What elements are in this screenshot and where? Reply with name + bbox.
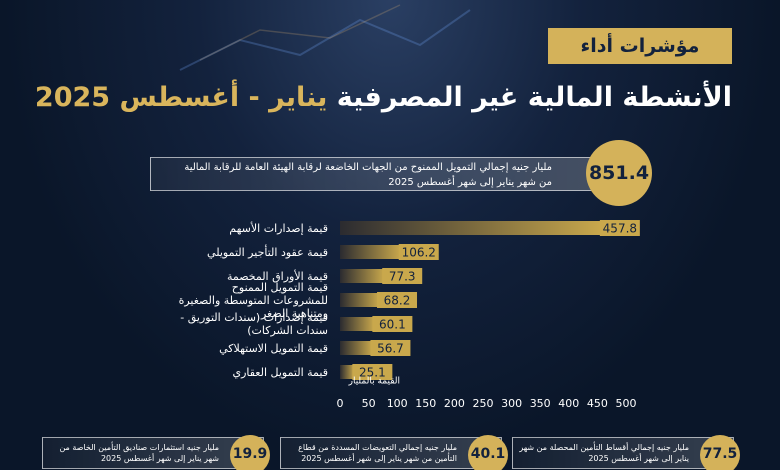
decor-line (199, 4, 401, 61)
value-label: 457.8 (603, 222, 637, 236)
category-label: قيمة الأوراق المخصمة (226, 269, 328, 283)
value-label-bg (377, 292, 418, 308)
value-label-bg (370, 340, 411, 356)
bar (340, 269, 385, 283)
category-label: قيمة عقود التأجير التمويلي (207, 245, 328, 259)
bar (340, 293, 380, 307)
value-label: 60.1 (379, 318, 406, 332)
value-label-bg (372, 316, 413, 332)
bar (340, 341, 373, 355)
x-tick-label: 350 (530, 397, 551, 410)
value-label: 68.2 (384, 294, 411, 308)
card-value: 77.5 (700, 435, 740, 470)
x-tick-label: 150 (415, 397, 436, 410)
highlight-text: مليار جنيه إجمالي التمويل الممنوح من الج… (184, 162, 552, 173)
category-label: قيمة إصدارات (سندات التوريق - سندات الشر… (180, 311, 328, 337)
card-value: 40.1 (468, 435, 508, 470)
title-period: يناير - أغسطس 2025 (34, 82, 328, 113)
value-label-bg (398, 244, 439, 260)
highlight-text: من شهر يناير إلى شهر أغسطس 2025 (388, 177, 552, 188)
title: الأنشطة المالية غير المصرفية يناير - أغس… (35, 82, 732, 113)
x-tick-label: 300 (501, 397, 522, 410)
value-label: 77.3 (389, 270, 416, 284)
bar (340, 221, 602, 235)
x-tick-label: 100 (387, 397, 408, 410)
badge: مؤشرات أداء (548, 28, 732, 64)
highlight-value: 851.4 (586, 140, 652, 206)
x-tick-label: 400 (558, 397, 579, 410)
value-label: 25.1 (359, 366, 386, 380)
card: مليار جنيه إجمالي التعويضات المسددة من ق… (280, 437, 502, 469)
value-label: 56.7 (377, 342, 404, 356)
value-label-bg (352, 364, 393, 380)
category-label: قيمة إصدارات الأسهم (229, 221, 328, 235)
x-axis-label: القيمة بالمليار (348, 377, 400, 387)
x-tick-label: 500 (616, 397, 637, 410)
decor-line (179, 9, 471, 71)
card: مليار جنيه استثمارات صناديق التأمين الخا… (42, 437, 264, 469)
category-label: قيمة التمويل الاستهلاكي (219, 341, 328, 355)
bar (340, 317, 375, 331)
x-tick-label: 50 (362, 397, 376, 410)
card: مليار جنيه إجمالي أقساط التأمين المحصلة … (512, 437, 734, 469)
highlight-box: مليار جنيه إجمالي التمويل الممنوح من الج… (150, 157, 605, 191)
value-label-bg (382, 268, 423, 284)
x-tick-label: 250 (473, 397, 494, 410)
x-tick-label: 200 (444, 397, 465, 410)
bar (340, 365, 355, 379)
bar (340, 245, 401, 259)
title-main: الأنشطة المالية غير المصرفية (336, 82, 732, 113)
value-label: 106.2 (402, 246, 436, 260)
category-label: قيمة التمويل الممنوح للمشروعات المتوسطة … (178, 280, 328, 320)
category-label: قيمة التمويل العقاري (232, 365, 328, 379)
value-label-bg (599, 220, 640, 236)
card-value: 19.9 (230, 435, 270, 470)
x-tick-label: 450 (587, 397, 608, 410)
x-tick-label: 0 (337, 397, 344, 410)
